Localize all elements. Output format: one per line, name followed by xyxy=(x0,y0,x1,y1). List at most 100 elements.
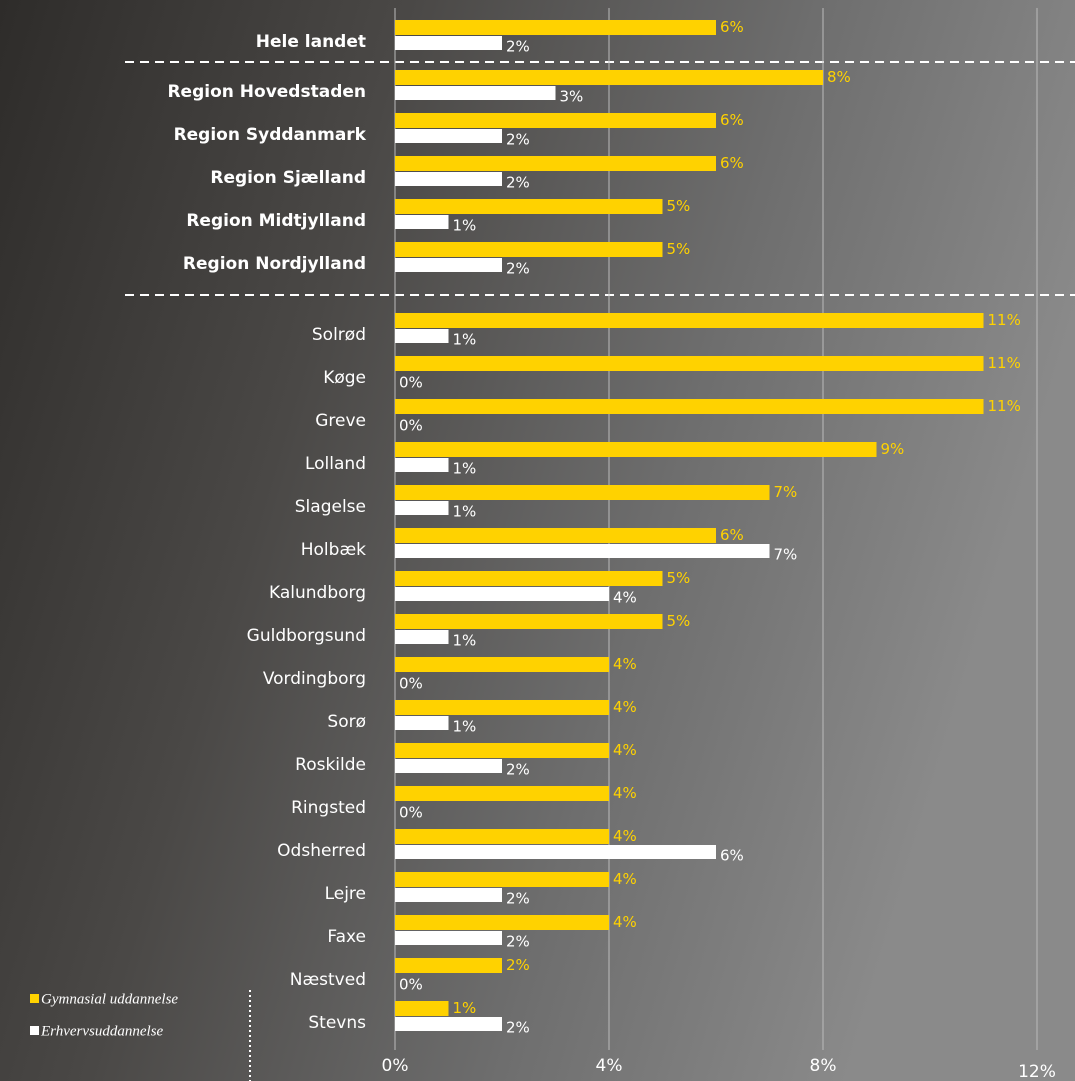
bar xyxy=(395,313,984,328)
bar xyxy=(395,915,609,930)
bar xyxy=(395,215,449,229)
bar xyxy=(395,786,609,801)
bar xyxy=(395,700,609,715)
bar xyxy=(395,356,984,371)
category-label: Region Hovedstaden xyxy=(167,82,366,102)
bar xyxy=(395,1017,502,1031)
value-label: 5% xyxy=(667,612,691,630)
value-label: 2% xyxy=(506,761,530,779)
value-label: 4% xyxy=(613,784,637,802)
bar xyxy=(395,458,449,472)
bar xyxy=(395,888,502,902)
category-label: Lolland xyxy=(305,454,366,474)
value-label: 1% xyxy=(453,460,477,478)
bar xyxy=(395,20,716,35)
value-label: 8% xyxy=(827,68,851,86)
value-label: 2% xyxy=(506,131,530,149)
bar xyxy=(395,86,556,100)
category-label: Holbæk xyxy=(301,540,366,560)
category-label: Solrød xyxy=(312,325,366,345)
value-label: 3% xyxy=(560,88,584,106)
value-label: 5% xyxy=(667,197,691,215)
bar xyxy=(395,657,609,672)
value-label: 2% xyxy=(506,174,530,192)
bar xyxy=(395,931,502,945)
category-label: Slagelse xyxy=(295,497,366,517)
bar xyxy=(395,70,823,85)
bar xyxy=(395,258,502,272)
bar xyxy=(395,485,770,500)
legend: Gymnasial uddannelse Erhvervsuddannelse xyxy=(30,991,178,1039)
bar xyxy=(395,614,663,629)
value-label: 2% xyxy=(506,933,530,951)
bar xyxy=(395,587,609,601)
value-label: 2% xyxy=(506,890,530,908)
value-label: 0% xyxy=(399,675,423,693)
bar xyxy=(395,156,716,171)
legend-label: Gymnasial uddannelse xyxy=(41,991,178,1007)
bar xyxy=(395,630,449,644)
value-label: 1% xyxy=(453,718,477,736)
value-label: 2% xyxy=(506,38,530,56)
bar xyxy=(395,958,502,973)
value-label: 4% xyxy=(613,741,637,759)
value-label: 6% xyxy=(720,18,744,36)
category-label: Faxe xyxy=(327,927,366,947)
x-tick-label: 8% xyxy=(810,1056,837,1076)
value-label: 0% xyxy=(399,976,423,994)
value-label: 0% xyxy=(399,374,423,392)
category-label: Vordingborg xyxy=(263,669,366,689)
category-label: Region Nordjylland xyxy=(183,254,366,274)
value-label: 4% xyxy=(613,913,637,931)
bar xyxy=(395,872,609,887)
value-label: 11% xyxy=(988,354,1021,372)
value-label: 4% xyxy=(613,589,637,607)
value-label: 11% xyxy=(988,397,1021,415)
bar xyxy=(395,442,877,457)
category-label: Ringsted xyxy=(291,798,366,818)
bar xyxy=(395,501,449,515)
bar xyxy=(395,528,716,543)
bar xyxy=(395,113,716,128)
value-label: 0% xyxy=(399,804,423,822)
bar xyxy=(395,571,663,586)
legend-swatch xyxy=(30,994,39,1003)
category-label: Næstved xyxy=(290,970,366,990)
value-label: 4% xyxy=(613,827,637,845)
bar xyxy=(395,129,502,143)
value-label: 4% xyxy=(613,698,637,716)
bar xyxy=(395,329,449,343)
value-label: 7% xyxy=(774,483,798,501)
value-label: 1% xyxy=(453,217,477,235)
value-label: 1% xyxy=(453,999,477,1017)
category-label: Greve xyxy=(315,411,366,431)
legend-label: Erhvervsuddannelse xyxy=(40,1023,164,1039)
bar xyxy=(395,716,449,730)
value-label: 2% xyxy=(506,1019,530,1037)
bar xyxy=(395,399,984,414)
category-label: Odsherred xyxy=(277,841,366,861)
value-label: 1% xyxy=(453,632,477,650)
value-label: 4% xyxy=(613,655,637,673)
x-tick-label: 0% xyxy=(382,1056,409,1076)
value-label: 9% xyxy=(881,440,905,458)
category-label: Region Sjælland xyxy=(210,168,366,188)
bar xyxy=(395,172,502,186)
category-label: Køge xyxy=(323,368,366,388)
category-label: Hele landet xyxy=(256,32,366,52)
bar xyxy=(395,199,663,214)
value-label: 4% xyxy=(613,870,637,888)
value-label: 2% xyxy=(506,956,530,974)
x-tick-label: 4% xyxy=(596,1056,623,1076)
bar xyxy=(395,743,609,758)
bar xyxy=(395,36,502,50)
bar xyxy=(395,845,716,859)
value-label: 1% xyxy=(453,503,477,521)
value-label: 1% xyxy=(453,331,477,349)
value-label: 6% xyxy=(720,111,744,129)
value-label: 6% xyxy=(720,847,744,865)
x-tick-label: 12% xyxy=(1018,1062,1056,1081)
legend-swatch xyxy=(30,1026,39,1035)
value-label: 6% xyxy=(720,154,744,172)
